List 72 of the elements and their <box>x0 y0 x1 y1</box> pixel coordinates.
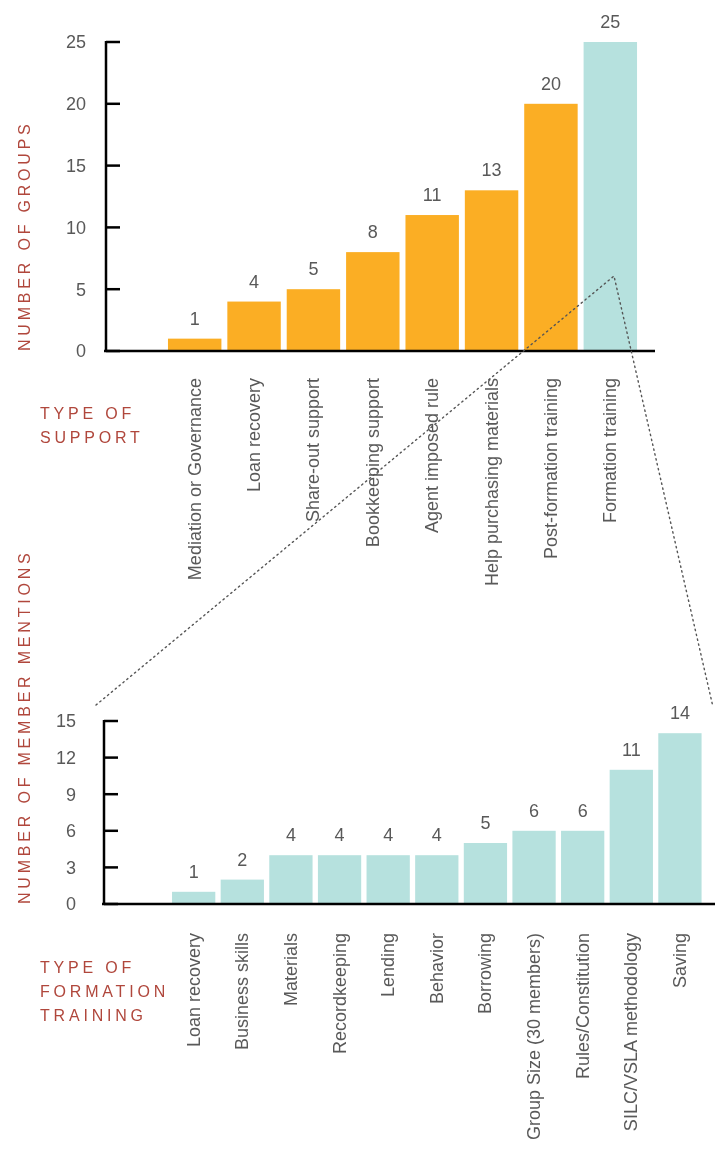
x-tick-label: Materials <box>280 933 301 1007</box>
y-tick-label: 15 <box>65 156 86 177</box>
x-tick-label: Post-formation training <box>540 378 561 560</box>
bar <box>464 190 519 351</box>
x-tick-label: Group Size (30 members) <box>524 933 545 1141</box>
bar <box>227 301 281 351</box>
data-label: 20 <box>540 73 561 94</box>
data-label: 5 <box>308 259 319 280</box>
bar <box>583 42 638 351</box>
data-label: 14 <box>669 703 690 724</box>
bar <box>172 891 216 904</box>
data-label: 6 <box>529 800 540 821</box>
y-tick-label: 20 <box>65 94 86 115</box>
data-label: 1 <box>189 308 200 329</box>
data-label: 4 <box>334 825 345 846</box>
x-tick-label: Mediation or Governance <box>184 378 205 581</box>
x-tick-label: Saving <box>669 933 690 989</box>
bar <box>286 289 341 351</box>
x-tick-label: SILC/VSLA methodology <box>621 933 642 1132</box>
x-tick-label: Rules/Constitution <box>572 933 593 1080</box>
bar <box>405 215 459 351</box>
data-label: 2 <box>237 849 248 870</box>
y-tick-label: 0 <box>65 894 76 915</box>
bar <box>658 733 702 904</box>
data-label: 8 <box>367 222 378 243</box>
x-tick-label: Agent imposed rule <box>422 378 443 534</box>
bar <box>609 769 653 904</box>
x-tick-label: Loan recovery <box>244 378 265 493</box>
bar <box>346 252 400 351</box>
bar <box>512 830 556 904</box>
data-label: 25 <box>600 12 621 32</box>
data-label: 11 <box>422 185 442 206</box>
data-label: 5 <box>480 813 491 833</box>
y-tick-label: 12 <box>55 748 76 769</box>
data-label: 6 <box>577 800 588 821</box>
x-tick-label: Formation training <box>600 378 621 524</box>
bar <box>415 855 459 904</box>
data-label: 4 <box>431 825 442 846</box>
data-label: 1 <box>188 861 199 882</box>
x-tick-label: Recordkeeping <box>329 933 350 1055</box>
data-label: 4 <box>383 825 394 846</box>
y-tick-label: 6 <box>65 821 76 842</box>
y-axis-title: NUMBER OF MEMBER MENTIONS <box>16 549 33 904</box>
x-tick-label: Bookkeeping support <box>362 378 383 548</box>
x-tick-label: Borrowing <box>475 933 496 1015</box>
x-axis-title: TYPE OF FORMATION TRAINING <box>40 959 170 1024</box>
y-tick-label: 3 <box>65 857 76 878</box>
bar <box>463 843 508 904</box>
data-label: 13 <box>481 160 502 181</box>
y-tick-label: 5 <box>75 279 86 300</box>
bar <box>561 830 605 904</box>
bar <box>269 855 313 904</box>
y-tick-label: 15 <box>55 711 76 732</box>
y-axis-title: NUMBER OF GROUPS <box>16 120 33 351</box>
data-label: 4 <box>285 825 296 846</box>
x-axis-title: TYPE OF SUPPORT <box>40 405 144 446</box>
x-tick-label: Lending <box>378 933 399 998</box>
x-tick-label: Help purchasing materials <box>481 378 502 587</box>
y-tick-label: 9 <box>65 784 76 805</box>
data-label: 4 <box>249 271 260 292</box>
bar <box>366 855 410 904</box>
bar <box>220 879 264 904</box>
x-tick-label: Loan recovery <box>183 933 204 1048</box>
y-tick-label: 0 <box>75 341 86 362</box>
y-tick-label: 25 <box>65 32 86 53</box>
x-tick-label: Business skills <box>232 933 253 1051</box>
x-tick-label: Share-out support <box>303 378 324 523</box>
bar <box>317 855 362 904</box>
data-label: 11 <box>621 739 641 760</box>
x-tick-label: Behavior <box>426 933 447 1005</box>
y-tick-label: 10 <box>65 217 86 238</box>
bar <box>524 103 578 351</box>
